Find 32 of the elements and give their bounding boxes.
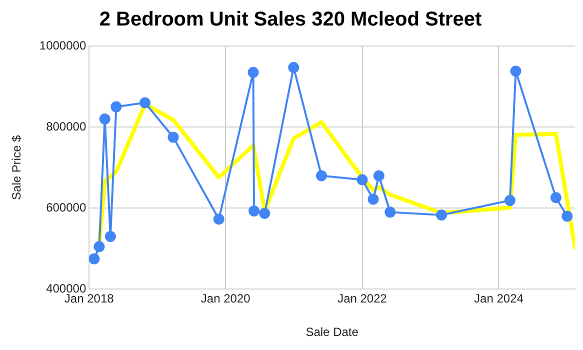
- point: [550, 192, 562, 204]
- x-axis-title: Sale Date: [306, 325, 359, 340]
- x-tick-label: Jan 2018: [64, 292, 114, 306]
- point: [94, 241, 105, 252]
- point: [248, 205, 260, 216]
- y-tick-label: 1000000: [39, 38, 86, 52]
- point: [510, 66, 522, 77]
- y-tick-label: 600000: [46, 200, 86, 214]
- x-tick-label: Jan 2020: [200, 292, 251, 306]
- chart-title: 2 Bedroom Unit Sales 320 Mcleod Street: [99, 8, 482, 31]
- point: [316, 170, 327, 182]
- point: [436, 210, 448, 221]
- point: [384, 206, 396, 218]
- x-tick-label: Jan 2024: [474, 292, 524, 306]
- point: [89, 253, 100, 264]
- point: [288, 62, 300, 73]
- point: [248, 66, 259, 78]
- point: [168, 132, 179, 143]
- point: [259, 208, 270, 219]
- point: [562, 210, 573, 222]
- point: [368, 194, 379, 205]
- point: [99, 113, 110, 124]
- x-tick-label: Jan 2022: [338, 292, 388, 306]
- point: [104, 231, 116, 242]
- y-axis-title: Sale Price $: [10, 134, 24, 200]
- point: [356, 174, 368, 186]
- point: [213, 214, 224, 225]
- y-tick-label: 800000: [46, 119, 86, 134]
- point: [373, 170, 384, 182]
- point: [110, 101, 122, 112]
- point: [504, 194, 516, 206]
- point: [140, 97, 151, 108]
